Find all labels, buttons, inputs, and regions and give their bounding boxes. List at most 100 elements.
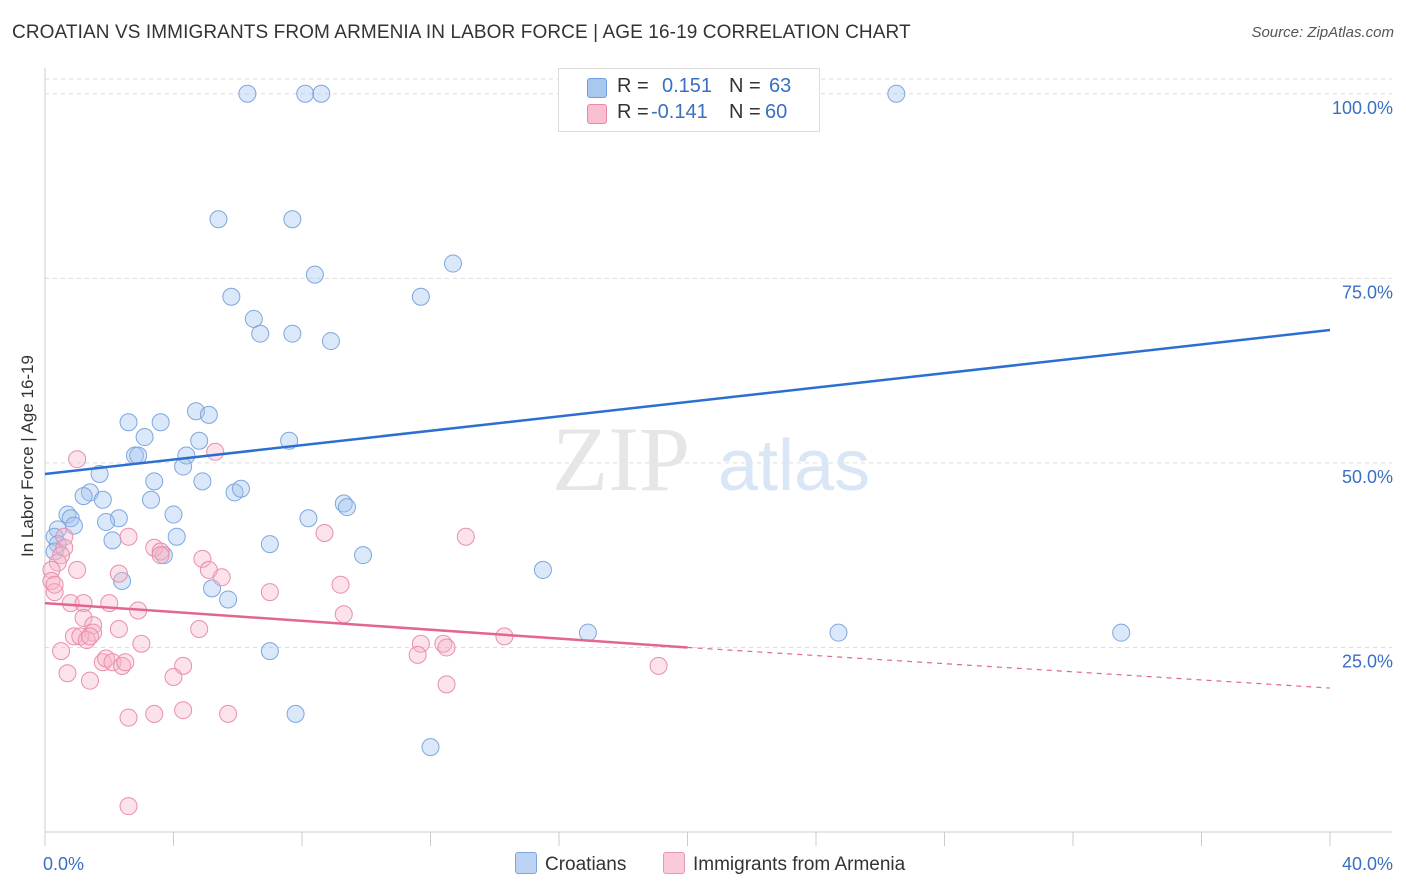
croatian-point [74,487,93,506]
armenia-point [109,564,128,583]
croatian-point [337,498,356,517]
armenia-point [74,608,93,627]
croatian-point [251,324,270,343]
armenia-point [45,575,64,594]
croatian-point [129,446,148,465]
armenia-point [331,575,350,594]
legend-n-label: N = [729,101,761,123]
croatian-point [443,254,462,273]
source-label: Source: ZipAtlas.com [1251,24,1394,41]
legend-label-croatians: Croatians [545,854,627,875]
trend-lines [44,328,1331,689]
croatian-point [190,431,209,450]
data-points [42,84,1131,816]
chart-title: CROATIAN VS IMMIGRANTS FROM ARMENIA IN L… [12,22,911,43]
x-tick-label: 40.0% [1342,854,1393,874]
croatian-point [199,405,218,424]
armenia-point [190,619,209,638]
armenia-point [68,560,87,579]
croatian-point [164,505,183,524]
armenia-point [649,656,668,675]
croatian-point [119,413,138,432]
armenia-point [119,708,138,727]
y-tick-label: 25.0% [1342,651,1393,671]
croatian-point [1112,623,1131,642]
croatian-point [222,287,241,306]
armenia-point [315,524,334,543]
armenia-point [408,645,427,664]
armenia-point [174,701,193,720]
watermark-atlas: atlas [718,426,870,506]
armenia-point [260,583,279,602]
armenia-point [193,549,212,568]
legend-n-value: 60 [765,101,788,123]
armenia-point [145,704,164,723]
legend-swatch-armenia [663,852,685,874]
armenia-point [437,675,456,694]
legend-r-label: R = [617,101,649,123]
croatian-point [103,531,122,550]
armenia-trend-line [44,601,688,649]
legend-row-croatians: R = 0.151 N = 63 [559,75,819,101]
watermark-zip: ZIP [552,408,690,510]
correlation-legend: R = 0.151 N = 63 R = -0.141 N = 60 [558,68,820,132]
armenia-point [119,797,138,816]
armenia-point [109,619,128,638]
croatian-point [135,428,154,447]
croatian-point [97,512,116,531]
croatian-point [321,332,340,351]
armenia-point [103,653,122,672]
armenia-point [212,568,231,587]
croatian-point [312,84,331,103]
croatian-point [145,472,164,491]
croatian-point [421,738,440,757]
legend-item-croatians: Croatians [515,852,626,876]
croatian-point [167,527,186,546]
grid-lines [45,78,1392,648]
croatian-point [829,623,848,642]
croatian-point [219,590,238,609]
legend-r-value: 0.151 [662,75,713,97]
armenia-point [119,527,138,546]
armenia-trend-line-extension [687,646,1331,689]
croatian-point [299,509,318,528]
armenia-point [151,542,170,561]
croatians-trend-line [44,328,1331,476]
armenia-point [52,642,71,661]
y-tick-label: 100.0% [1332,98,1393,118]
armenia-point [219,704,238,723]
watermark: ZIP atlas [552,408,870,510]
croatian-point [533,560,552,579]
croatian-point [238,84,257,103]
croatian-point [151,413,170,432]
armenia-point [68,450,87,469]
croatian-point [578,623,597,642]
croatian-point [411,287,430,306]
legend-n-value: 63 [769,75,792,97]
legend-swatch-croatians [515,852,537,874]
armenia-point [456,527,475,546]
y-tick-label: 75.0% [1342,282,1393,302]
armenia-point [411,634,430,653]
armenia-point [74,594,93,613]
armenia-point [116,653,135,672]
legend-item-armenia: Immigrants from Armenia [663,852,905,876]
croatian-point [93,490,112,509]
croatian-point [193,472,212,491]
croatian-point [231,479,250,498]
armenia-point [48,553,67,572]
legend-row-armenia: R = -0.141 N = 60 [559,101,819,127]
armenia-point [164,667,183,686]
y-tick-label: 50.0% [1342,467,1393,487]
x-tick-label: 0.0% [43,854,84,874]
croatian-point [260,642,279,661]
croatian-point [283,210,302,229]
armenia-point [437,638,456,657]
armenia-point [132,634,151,653]
tick-labels: 25.0% 50.0% 75.0% 100.0% 0.0% 40.0% [43,98,1393,874]
croatian-point [260,535,279,554]
croatian-point [305,265,324,284]
croatian-point [296,84,315,103]
legend-label-armenia: Immigrants from Armenia [693,854,906,875]
croatian-point [286,704,305,723]
